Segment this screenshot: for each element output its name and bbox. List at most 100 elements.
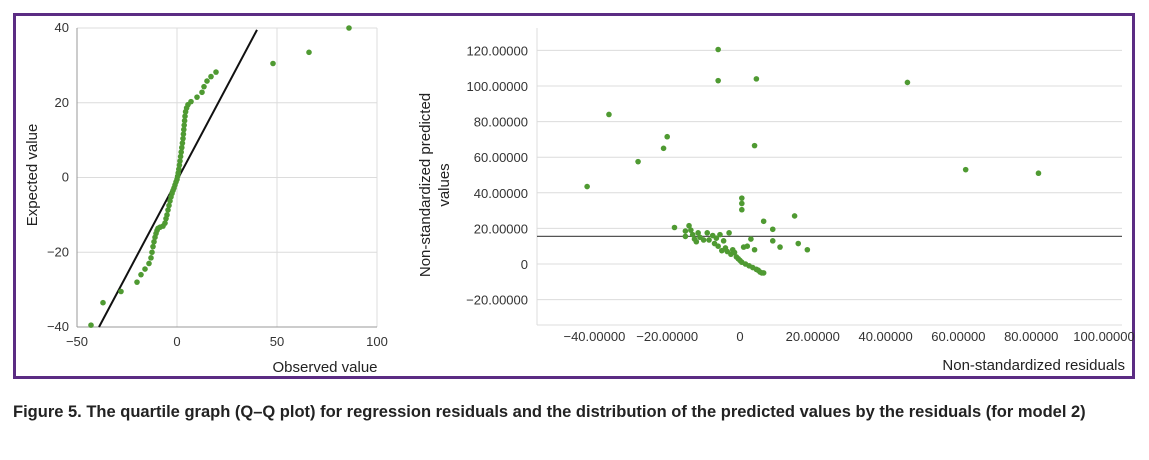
qq-point — [118, 288, 124, 295]
qq-point — [208, 73, 214, 80]
qq-point — [179, 144, 185, 151]
qq-y-ticks: 40 20 0 −20 −40 — [47, 20, 69, 334]
residual-y-tick-label: 60.00000 — [474, 150, 528, 165]
qq-point — [177, 158, 183, 164]
qq-point — [201, 83, 207, 90]
residual-point — [777, 244, 783, 250]
qq-y-tick-label: −40 — [47, 319, 69, 334]
qq-points — [88, 25, 352, 328]
qq-point — [181, 126, 187, 133]
residual-point — [751, 142, 758, 149]
qq-point — [176, 166, 182, 173]
residual-y-tick-label: 80.00000 — [474, 115, 528, 130]
residual-point — [751, 246, 758, 253]
qq-x-tick-label: 0 — [173, 334, 180, 349]
residual-y-tick-label: −20.00000 — [466, 293, 528, 308]
residual-point — [795, 240, 802, 247]
qq-point — [134, 279, 140, 285]
residual-point — [726, 230, 732, 236]
residual-point — [635, 158, 641, 165]
residual-point — [686, 222, 692, 229]
residual-x-tick-label: 60.00000 — [931, 329, 985, 344]
residual-point — [769, 238, 776, 244]
residual-point — [720, 238, 727, 244]
residual-point — [689, 231, 696, 238]
qq-x-tick-label: 100 — [366, 334, 388, 349]
residual-point — [739, 200, 745, 207]
residual-points — [584, 46, 1042, 276]
residual-point — [791, 213, 798, 219]
qq-point — [178, 149, 184, 155]
residual-plot: −40.00000 −20.00000 0 20.00000 40.00000 60.00… — [417, 28, 1135, 374]
residual-y-axis-label-line1: Non-standardized predicted — [417, 93, 434, 277]
qq-y-tick-label: 20 — [55, 95, 69, 110]
qq-x-ticks: −50 0 50 100 — [66, 334, 388, 349]
qq-x-tick-label: −50 — [66, 334, 88, 349]
qq-point — [150, 243, 156, 250]
figure-frame — [13, 13, 1135, 379]
qq-point — [181, 117, 188, 124]
residual-point — [715, 46, 721, 53]
qq-point — [149, 249, 155, 256]
residual-axes — [536, 28, 1122, 326]
residual-point — [606, 111, 612, 118]
residual-point — [664, 133, 670, 140]
qq-point — [88, 322, 94, 328]
qq-point — [270, 60, 276, 67]
residual-point — [688, 227, 694, 233]
residual-y-ticks: 120.00000 100.00000 80.00000 60.00000 40.000… — [466, 43, 528, 307]
residual-x-tick-label: 100.00000 — [1073, 329, 1134, 344]
qq-point — [213, 69, 219, 75]
residual-point — [704, 230, 711, 236]
residual-point — [717, 231, 723, 238]
qq-point — [177, 153, 184, 160]
residual-x-axis-label: Non-standardized residuals — [942, 357, 1125, 374]
residual-point — [760, 218, 767, 225]
qq-y-tick-label: 40 — [55, 20, 69, 35]
residual-y-tick-label: 40.00000 — [474, 186, 528, 201]
qq-point — [146, 260, 152, 267]
residual-point — [739, 206, 745, 213]
qq-point — [346, 25, 352, 31]
residual-point — [715, 77, 721, 84]
qq-point — [100, 299, 106, 306]
residual-point — [682, 233, 689, 240]
residual-point — [744, 243, 751, 249]
residual-grid — [537, 49, 1122, 301]
residual-x-tick-label: 20.00000 — [786, 329, 840, 344]
qq-point — [164, 212, 170, 218]
qq-point — [166, 202, 172, 209]
qq-point — [199, 89, 205, 96]
residual-y-tick-label: 20.00000 — [474, 221, 528, 236]
residual-point — [695, 230, 701, 236]
residual-point — [715, 243, 721, 249]
qq-point — [176, 162, 183, 168]
charts-svg: −50 0 50 100 40 20 0 −20 −40 Observed value Exp… — [24, 20, 1135, 376]
qq-point — [181, 122, 187, 128]
qq-y-tick-label: 0 — [62, 170, 69, 185]
residual-point — [700, 237, 707, 243]
residual-x-tick-label: 80.00000 — [1004, 329, 1058, 344]
residual-point — [904, 79, 911, 86]
residual-point — [1035, 170, 1042, 177]
residual-y-tick-label: 100.00000 — [467, 79, 528, 94]
residual-y-tick-label: 0 — [521, 257, 528, 272]
residual-point — [760, 270, 767, 276]
residual-point — [584, 183, 590, 190]
figure-caption: Figure 5. The quartile graph (Q–Q plot) … — [13, 403, 1086, 421]
qq-point — [204, 78, 210, 84]
residual-point — [962, 166, 969, 173]
residual-point — [753, 76, 760, 82]
residual-point — [706, 237, 712, 243]
qq-point — [138, 271, 144, 278]
residual-x-tick-label: −20.00000 — [636, 329, 698, 344]
residual-point — [693, 238, 700, 245]
qq-point — [182, 113, 188, 120]
qq-point — [188, 98, 194, 105]
residual-x-tick-label: −40.00000 — [563, 329, 625, 344]
qq-point — [306, 49, 312, 56]
qq-x-axis-label: Observed value — [272, 359, 377, 376]
residual-point — [804, 246, 811, 253]
qq-point — [151, 238, 157, 245]
qq-axes — [76, 28, 377, 328]
